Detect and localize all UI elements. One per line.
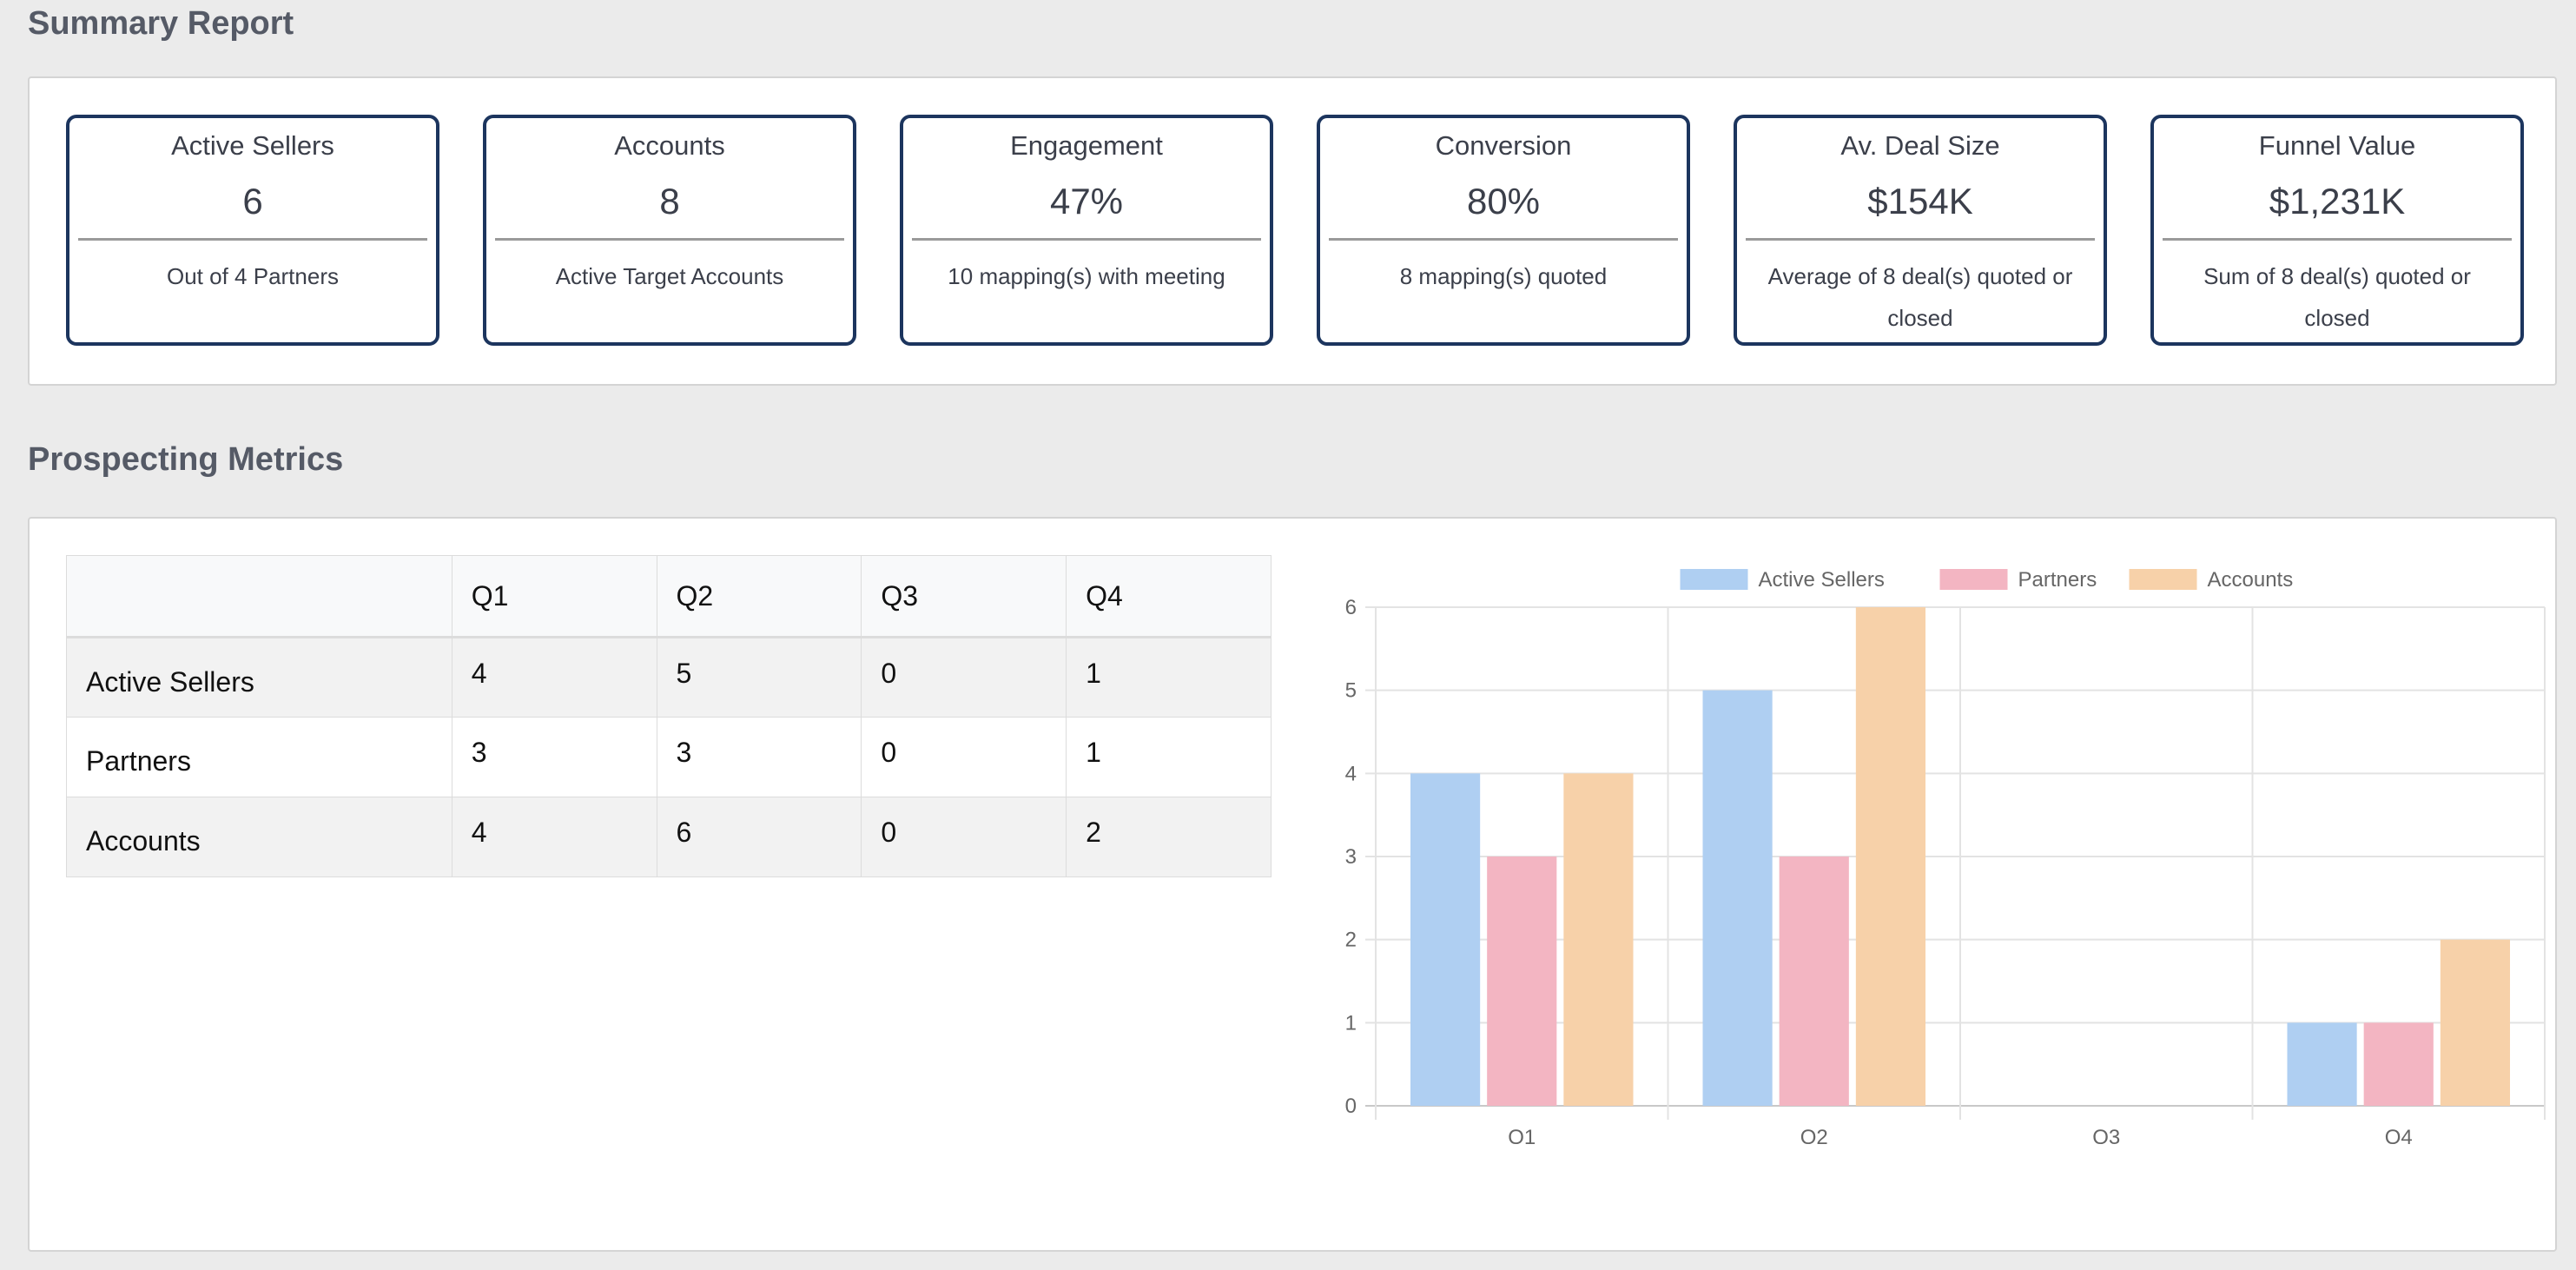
kpi-divider (495, 238, 844, 241)
bar (1855, 607, 1925, 1106)
legend-swatch (1680, 569, 1748, 590)
table-header-cell: Q2 (656, 555, 862, 638)
kpi-card-engagement: Engagement 47% 10 mapping(s) with meetin… (900, 115, 1273, 346)
kpi-title: Engagement (1010, 130, 1163, 161)
table-header-cell: Q1 (451, 555, 657, 638)
kpi-value: $154K (1867, 181, 1973, 222)
table-cell: 5 (656, 637, 862, 718)
legend-label: Active Sellers (1759, 568, 1885, 592)
kpi-card-funnel-value: Funnel Value $1,231K Sum of 8 deal(s) qu… (2150, 115, 2524, 346)
bar (1410, 773, 1481, 1106)
table-cell: 4 (451, 797, 657, 877)
kpi-note: Active Target Accounts (555, 263, 784, 289)
legend-label: Accounts (2208, 568, 2294, 592)
bar (1779, 857, 1849, 1106)
y-tick-label: 1 (1345, 1011, 1357, 1035)
kpi-divider (1329, 238, 1678, 241)
kpi-value: 47% (1049, 181, 1124, 222)
bar (1702, 690, 1773, 1106)
table-header-cell (66, 555, 452, 638)
kpi-divider (78, 238, 427, 241)
kpi-note: Out of 4 Partners (167, 263, 339, 289)
table-cell: 3 (656, 717, 862, 797)
bar (1563, 773, 1634, 1106)
kpi-title: Accounts (614, 130, 725, 161)
x-tick-label: Q1 (1508, 1126, 1536, 1144)
table-cell: 0 (861, 637, 1067, 718)
kpi-card-active-sellers: Active Sellers 6 Out of 4 Partners (66, 115, 439, 346)
bar (2440, 939, 2510, 1106)
table-cell: 3 (451, 717, 657, 797)
kpi-divider (912, 238, 1261, 241)
row-label: Partners (66, 717, 452, 797)
y-tick-label: 4 (1345, 762, 1357, 785)
x-tick-label: Q4 (2385, 1126, 2413, 1144)
table-header-cell: Q3 (861, 555, 1067, 638)
y-tick-label: 3 (1345, 845, 1357, 869)
kpi-value: $1,231K (2269, 181, 2406, 222)
legend-swatch (2129, 569, 2197, 590)
y-tick-label: 2 (1345, 929, 1357, 952)
kpi-title: Av. Deal Size (1840, 130, 2000, 161)
kpi-card-accounts: Accounts 8 Active Target Accounts (483, 115, 856, 346)
kpi-card-avg-deal-size: Av. Deal Size $154K Average of 8 deal(s)… (1734, 115, 2107, 346)
y-tick-label: 6 (1345, 596, 1357, 619)
kpi-value: 80% (1466, 181, 1541, 222)
summary-report-title: Summary Report (28, 5, 294, 42)
table-cell: 0 (861, 797, 1067, 877)
kpi-note: 8 mapping(s) quoted (1399, 263, 1608, 289)
kpi-note: Sum of 8 deal(s) quoted or closed (2203, 263, 2471, 331)
metrics-table: Q1 Q2 Q3 Q4 Active Sellers 4 5 0 1 Partn… (66, 555, 1271, 877)
prospecting-metrics-title: Prospecting Metrics (28, 441, 344, 478)
kpi-value: 8 (659, 181, 680, 222)
summary-panel: Active Sellers 6 Out of 4 Partners Accou… (28, 76, 2557, 386)
y-tick-label: 5 (1345, 679, 1357, 703)
table-cell: 1 (1066, 637, 1271, 718)
bar (2363, 1022, 2434, 1106)
table-cell: 0 (861, 717, 1067, 797)
bar (1487, 857, 1557, 1106)
legend-label: Partners (2018, 568, 2097, 592)
table-row: Accounts 4 6 0 2 (66, 797, 1271, 877)
table-header-cell: Q4 (1066, 555, 1271, 638)
legend-swatch (1939, 569, 2008, 590)
kpi-title: Conversion (1435, 130, 1572, 161)
kpi-title: Active Sellers (171, 130, 334, 161)
kpi-title: Funnel Value (2258, 130, 2416, 161)
bar-chart: 0 1 2 3 4 5 6 Q1 Q2 Q3 Q4 Active Sellers Partners Acc… (1345, 568, 2546, 1144)
kpi-card-conversion: Conversion 80% 8 mapping(s) quoted (1317, 115, 1690, 346)
x-tick-label: Q2 (1800, 1126, 1828, 1144)
table-header-row: Q1 Q2 Q3 Q4 (66, 555, 1271, 638)
table-cell: 1 (1066, 717, 1271, 797)
y-tick-label: 0 (1345, 1095, 1357, 1118)
kpi-cards: Active Sellers 6 Out of 4 Partners Accou… (66, 115, 2524, 346)
kpi-note: Average of 8 deal(s) quoted or closed (1767, 263, 2073, 331)
bar (2287, 1022, 2357, 1106)
table-cell: 6 (656, 797, 862, 877)
table-cell: 2 (1066, 797, 1271, 877)
x-tick-label: Q3 (2092, 1126, 2120, 1144)
table-row: Active Sellers 4 5 0 1 (66, 637, 1271, 718)
table-cell: 4 (451, 637, 657, 718)
table-row: Partners 3 3 0 1 (66, 717, 1271, 797)
prospecting-panel: Q1 Q2 Q3 Q4 Active Sellers 4 5 0 1 Partn… (28, 517, 2557, 1252)
row-label: Active Sellers (66, 637, 452, 718)
row-label: Accounts (66, 797, 452, 877)
kpi-value: 6 (242, 181, 263, 222)
kpi-note: 10 mapping(s) with meeting (948, 263, 1225, 289)
kpi-divider (2163, 238, 2512, 241)
kpi-divider (1746, 238, 2095, 241)
